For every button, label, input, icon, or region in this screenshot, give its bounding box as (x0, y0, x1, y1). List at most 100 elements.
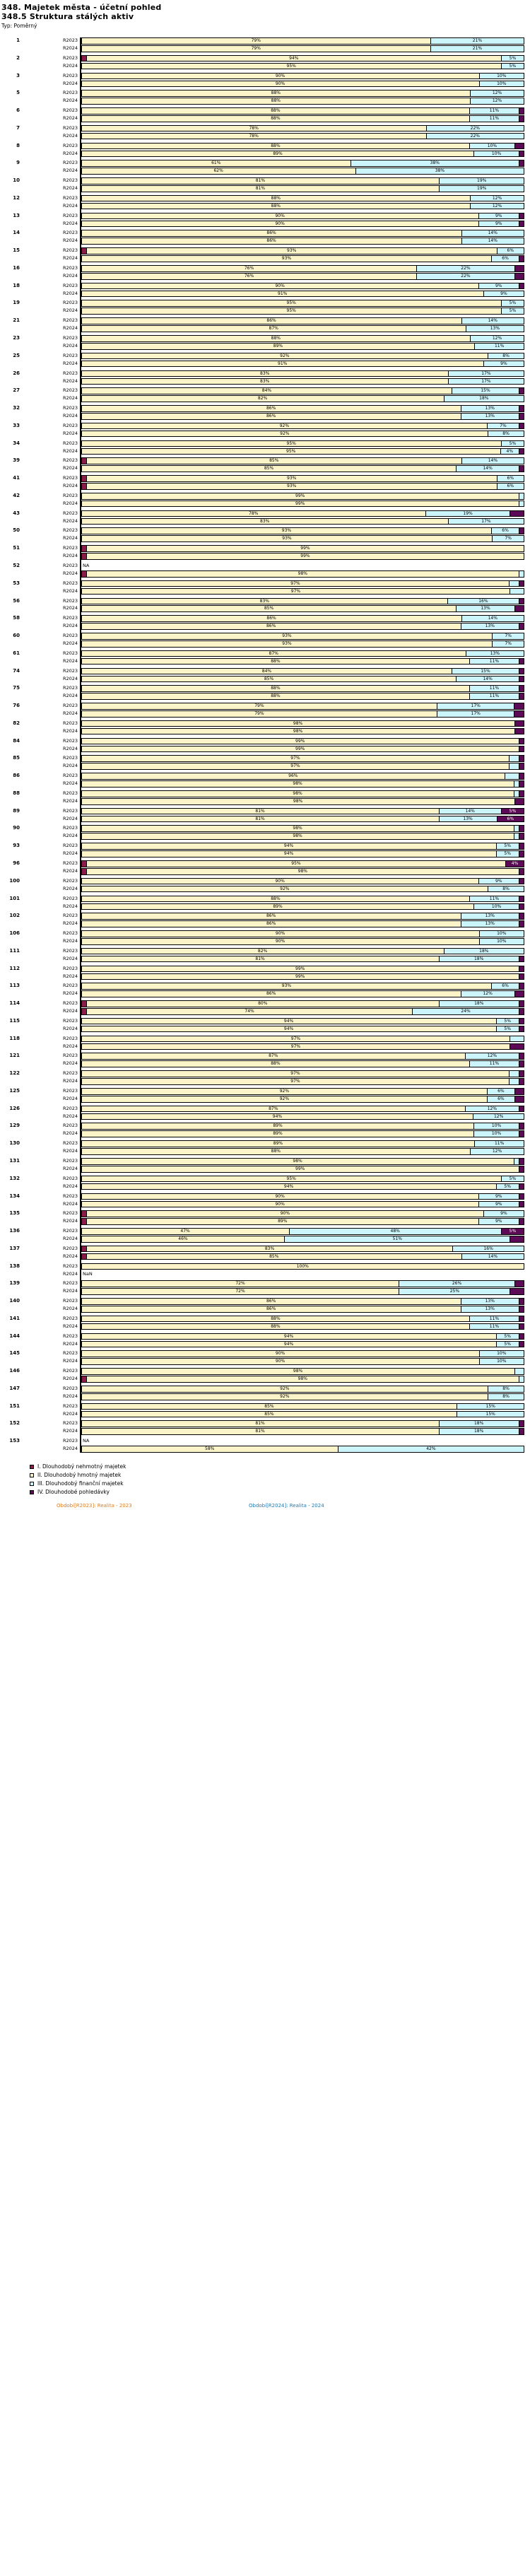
chart-group: 76 R2023 79% 17% R2024 79% 17% (0, 703, 530, 718)
series-label: R2023 (62, 1123, 78, 1129)
bar-segment-s2: 88% (81, 693, 471, 700)
stacked-bar: 98% (81, 825, 524, 833)
series-label: R2023 (62, 1017, 78, 1024)
bar-segment-s3: 15% (457, 1403, 524, 1410)
series-label: R2023 (62, 475, 78, 481)
legend-label: II. Dlouhodobý hmotný majetek (37, 1472, 122, 1478)
bar-segment-s3: 8% (488, 352, 524, 360)
series-label: R2024 (62, 132, 78, 139)
bar-segment-s4 (519, 1078, 524, 1085)
stacked-bar: 81% 19% (81, 185, 524, 192)
chart-row: 151 R2023 85% 15% (0, 1403, 530, 1410)
bar-segment-s3: 4% (500, 447, 519, 455)
stacked-bar: 81% 18% (81, 955, 524, 963)
chart-row: R2024 86% 13% (0, 920, 530, 927)
bar-segment-s3: 14% (439, 807, 502, 815)
group-number: 106 (9, 930, 20, 937)
series-label: R2024 (62, 413, 78, 419)
stacked-bar: 93% 7% (81, 633, 524, 640)
series-label: R2024 (62, 1043, 78, 1049)
bar-segment-s4 (519, 773, 524, 780)
chart-row: 135 R2023 90% 9% (0, 1210, 530, 1217)
bar-segment-s3 (519, 1376, 524, 1383)
series-label: R2024 (62, 1306, 78, 1312)
bar-segment-s2: 99% (86, 545, 524, 552)
series-label: R2024 (62, 1183, 78, 1189)
chart-row: R2024 83% 17% (0, 377, 530, 385)
bar-segment-s2: 81% (81, 807, 440, 815)
bar-segment-s3: 5% (496, 1183, 519, 1190)
chart-row: 10 R2023 81% 19% (0, 177, 530, 185)
group-number: 135 (9, 1210, 20, 1217)
stacked-bar: 96% (81, 773, 524, 780)
bar-segment-s3: 12% (471, 202, 524, 210)
series-label: R2023 (62, 1333, 78, 1339)
chart-row: 132 R2023 95% 5% (0, 1175, 530, 1183)
group-number: 15 (13, 247, 20, 254)
stacked-bar: 61% 38% (81, 160, 524, 167)
chart-group: 25 R2023 92% 8% R2024 91% 9% (0, 352, 530, 368)
legend-item: IV. Dlouhodobé pohledávky (30, 1488, 496, 1497)
chart-row: R2024 94% 5% (0, 1340, 530, 1348)
stacked-bar: 92% 8% (81, 352, 524, 360)
stacked-bar: 99% (81, 973, 524, 980)
chart-group: 96 R2023 95% 4% R2024 98% (0, 860, 530, 875)
chart-group: 50 R2023 93% 6% R2024 93% 7% (0, 527, 530, 543)
series-label: R2024 (62, 973, 78, 979)
chart-row: R2024 94% 5% (0, 850, 530, 857)
stacked-bar: 83% 17% (81, 377, 524, 385)
bar-segment-s3: 22% (417, 264, 515, 272)
chart-group: 100 R2023 90% 9% R2024 92% 8% (0, 877, 530, 893)
series-label: R2023 (62, 773, 78, 779)
series-label: R2023 (62, 1210, 78, 1217)
bar-segment-s4 (519, 675, 524, 683)
bar-segment-s3: 6% (488, 1087, 515, 1095)
bar-segment-s3 (519, 492, 524, 500)
bar-segment-s4 (519, 1315, 524, 1323)
stacked-bar: 88% 12% (81, 1148, 524, 1155)
bar-segment-s3: 6% (497, 483, 524, 490)
series-label: R2023 (62, 685, 78, 691)
bar-segment-s3: 13% (461, 920, 519, 927)
stacked-bar: 84% 15% (81, 667, 524, 675)
chart-group: 85 R2023 97% R2024 97% (0, 755, 530, 770)
series-label: R2024 (62, 1376, 78, 1382)
bar-segment-s2: 86% (81, 317, 462, 324)
bar-segment-s4 (519, 1053, 524, 1060)
group-number: 146 (9, 1368, 20, 1374)
chart-row: R2024 62% 38% (0, 168, 530, 175)
bar-segment-s3: 9% (483, 360, 524, 368)
chart-row: R2024 76% 22% (0, 272, 530, 280)
series-label: R2023 (62, 370, 78, 376)
chart-row: R2024 92% 8% (0, 885, 530, 893)
chart-group: 75 R2023 88% 11% R2024 88% 11% (0, 685, 530, 700)
bar-segment-s4 (519, 1130, 524, 1138)
bar-segment-s2: 90% (81, 282, 479, 290)
chart-row: 139 R2023 72% 26% (0, 1280, 530, 1287)
bar-segment-s2: 61% (81, 160, 351, 167)
group-number: 113 (9, 983, 20, 989)
series-label: R2024 (62, 465, 78, 472)
series-label: R2023 (62, 860, 78, 866)
series-label: R2024 (62, 1078, 78, 1084)
chart-group: 60 R2023 93% 7% R2024 93% 7% (0, 633, 530, 648)
stacked-bar: 93% 6% (81, 983, 524, 990)
chart-group: 147 R2023 92% 8% R2024 92% 8% (0, 1385, 530, 1400)
chart-row: R2024 83% 17% (0, 517, 530, 525)
series-label: R2023 (62, 1280, 78, 1287)
bar-segment-s2: 99% (86, 553, 524, 560)
bar-segment-s2: 98% (86, 570, 519, 578)
series-label: R2023 (62, 1385, 78, 1391)
stacked-bar: 82% 18% (81, 395, 524, 402)
bar-segment-s4 (514, 710, 524, 718)
bar-segment-s2: 76% (81, 272, 418, 280)
bar-segment-s2: 95% (81, 300, 502, 308)
bar-segment-s3: 18% (444, 395, 524, 402)
bar-segment-s4 (519, 1105, 524, 1113)
stacked-bar: 95% 4% (81, 860, 524, 867)
chart-group: 15 R2023 93% 6% R2024 93% 6% (0, 247, 530, 262)
stacked-bar: 86% 14% (81, 230, 524, 238)
chart-row: R2024 81% 19% (0, 185, 530, 192)
bar-segment-s2: 81% (81, 1420, 440, 1428)
group-number: 12 (13, 194, 20, 201)
